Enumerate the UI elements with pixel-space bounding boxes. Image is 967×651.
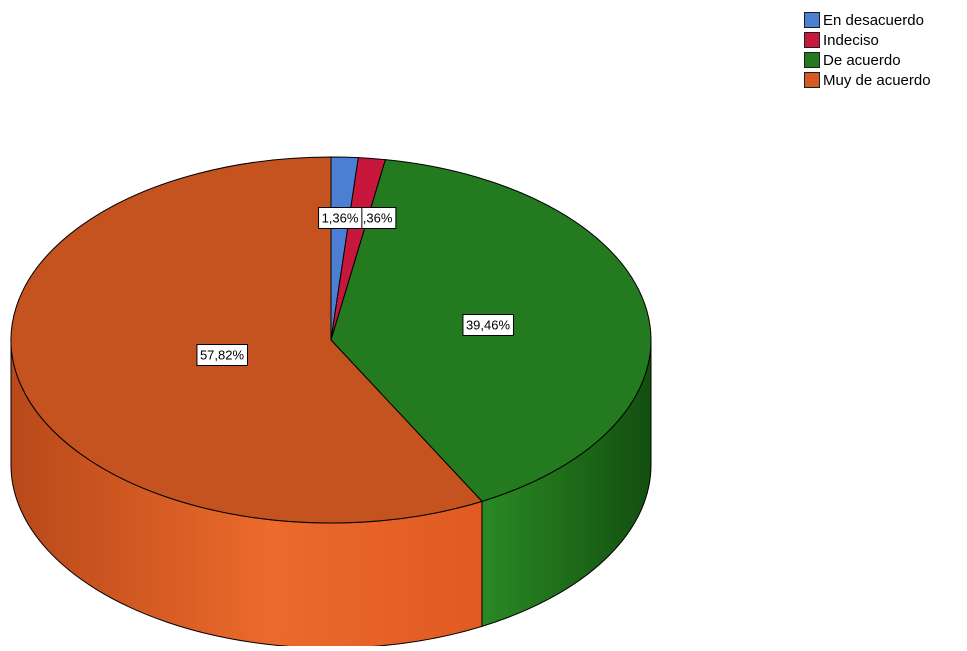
pie-slice-3 [10, 156, 483, 524]
legend-label: Indeciso [823, 31, 879, 49]
legend-swatch [804, 72, 820, 88]
legend-swatch [804, 32, 820, 48]
pie-labels: 1,36%1,36% 39,46% 57,82% [196, 207, 514, 366]
legend-swatch [804, 52, 820, 68]
legend-label: En desacuerdo [823, 11, 924, 29]
data-label: 39,46% [462, 314, 514, 336]
legend-swatch [804, 12, 820, 28]
data-label: 57,82% [196, 344, 248, 366]
legend: En desacuerdo Indeciso De acuerdo Muy de… [804, 10, 964, 90]
data-label-text: 39,46% [466, 318, 511, 333]
legend-item: Muy de acuerdo [804, 70, 964, 90]
legend-item: En desacuerdo [804, 10, 964, 30]
data-label-box [462, 314, 514, 336]
legend-label: De acuerdo [823, 51, 901, 69]
legend-item: De acuerdo [804, 50, 964, 70]
legend-label: Muy de acuerdo [823, 71, 931, 89]
data-label: 1,36% [318, 207, 363, 229]
data-label-box [318, 207, 363, 229]
data-label-text: 1,36% [322, 211, 359, 226]
data-label-text: 1,36% [356, 211, 393, 226]
data-label: 1,36% [352, 207, 397, 229]
data-label-box [196, 344, 248, 366]
data-label-text: 57,82% [200, 348, 245, 363]
pie-tops [10, 156, 652, 524]
legend-item: Indeciso [804, 30, 964, 50]
